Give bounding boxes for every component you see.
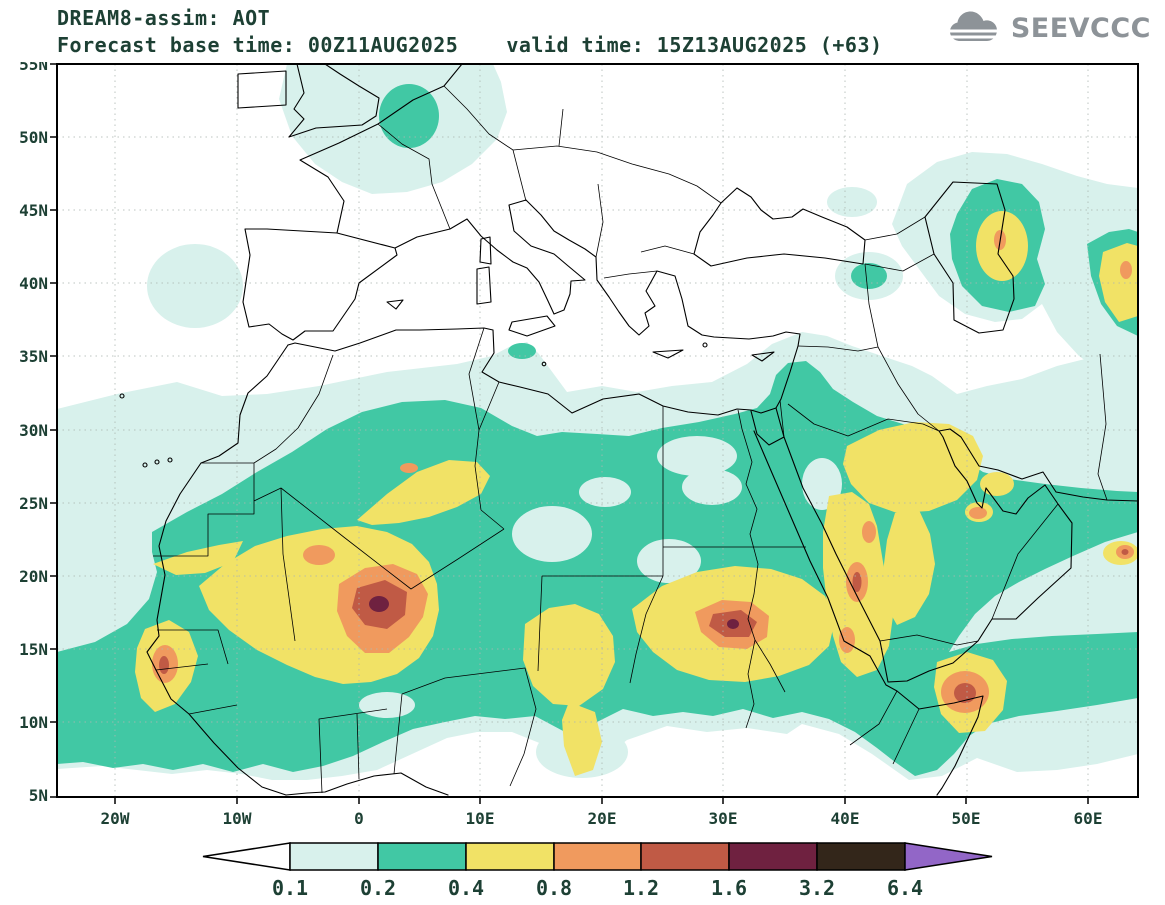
y-tick-label: 55N	[19, 62, 48, 74]
forecast-base-time: Forecast base time: 00Z11AUG2025	[57, 33, 459, 57]
subtitle: Forecast base time: 00Z11AUG2025 valid t…	[57, 33, 883, 57]
gridlines	[57, 64, 1138, 797]
colorbar-segment	[816, 842, 906, 871]
nile-river	[737, 409, 786, 729]
page-title: DREAM8-assim: AOT	[57, 6, 271, 30]
x-tick-label: 50E	[952, 809, 981, 828]
x-tick-label: 60E	[1074, 809, 1103, 828]
country-borders	[153, 85, 1108, 794]
header: DREAM8-assim: AOT Forecast base time: 00…	[0, 0, 1165, 62]
colorbar-label: 6.4	[887, 876, 923, 900]
colorbar-segment	[553, 842, 642, 871]
x-tick-label: 20E	[588, 809, 617, 828]
x-tick-label: 0	[354, 809, 364, 828]
y-tick-label: 30N	[19, 421, 48, 440]
aot-ge-1.6-layer	[369, 596, 739, 629]
colorbar-label: 0.4	[448, 876, 484, 900]
y-tick-label: 50N	[19, 128, 48, 147]
colorbar-segment	[465, 842, 555, 871]
y-tick-label: 45N	[19, 201, 48, 220]
colorbar-label: 0.8	[536, 876, 572, 900]
colorbar-label: 1.6	[711, 876, 747, 900]
axis-ticks	[50, 63, 1089, 804]
y-tick-label: 10N	[19, 713, 48, 732]
y-tick-label: 40N	[19, 274, 48, 293]
x-tick-label: 10W	[223, 809, 252, 828]
colorbar-label: 0.1	[272, 876, 308, 900]
title-block: DREAM8-assim: AOT Forecast base time: 00…	[57, 6, 883, 58]
y-tick-label: 20N	[19, 567, 48, 586]
x-tick-label: 40E	[831, 809, 860, 828]
colorbar-segment	[377, 842, 467, 871]
colorbar: 0.1 0.2 0.4 0.8 1.2 1.6 3.2 6.4	[202, 842, 993, 900]
y-tick-label: 35N	[19, 347, 48, 366]
x-tick-label: 20W	[101, 809, 130, 828]
x-tick-label: 10E	[466, 809, 495, 828]
coastlines	[119, 64, 1138, 796]
aot-gap-patches	[359, 436, 842, 718]
seevccc-logo: SEEVCCC	[947, 9, 1151, 47]
colorbar-label: 3.2	[799, 876, 835, 900]
y-tick-label: 25N	[19, 494, 48, 513]
colorbar-label: 1.2	[623, 876, 659, 900]
colorbar-arrow-low	[202, 842, 291, 871]
colorbar-label: 0.2	[360, 876, 396, 900]
colorbar-arrow-high	[904, 842, 993, 871]
y-tick-label: 15N	[19, 640, 48, 659]
valid-time: valid time: 15Z13AUG2025 (+63)	[506, 33, 883, 57]
map-plot: 55N 50N 45N 40N 35N 30N 25N 20N 15N 10N …	[19, 62, 1139, 828]
colorbar-segment	[289, 842, 379, 871]
logo-text: SEEVCCC	[1010, 12, 1151, 44]
colorbar-segment	[728, 842, 818, 871]
cloud-logo-icon	[947, 11, 1002, 41]
colorbar-segment	[640, 842, 730, 871]
y-tick-label: 5N	[29, 786, 48, 805]
x-tick-label: 30E	[709, 809, 738, 828]
map-area	[57, 64, 1138, 797]
